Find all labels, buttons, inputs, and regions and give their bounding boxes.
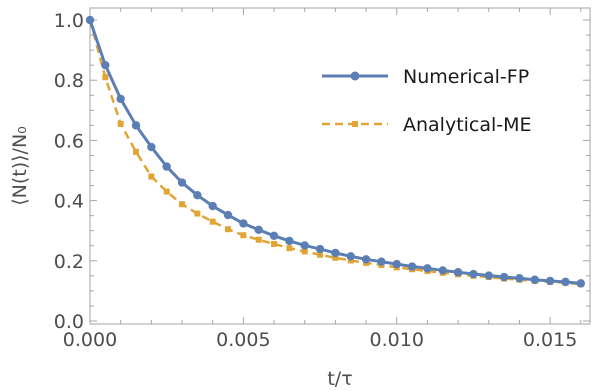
data-point <box>469 269 478 279</box>
data-point <box>561 277 570 287</box>
data-point <box>177 178 187 187</box>
series-numerical-fp <box>85 15 585 288</box>
data-point <box>147 142 156 152</box>
series-analytical-me <box>87 17 584 288</box>
data-point <box>116 94 125 104</box>
data-point <box>530 275 539 284</box>
data-point <box>347 257 354 264</box>
data-point <box>223 210 233 220</box>
data-point <box>377 257 386 266</box>
legend-entry: Numerical-FP <box>322 66 529 88</box>
axis-tick-labels: 0.000 0.005 0.010 0.015 0.0 0.2 0.4 0.6 0.8 1.0 <box>54 10 578 351</box>
data-point <box>225 226 232 233</box>
data-point <box>102 74 109 81</box>
data-point <box>407 262 417 271</box>
data-point <box>239 219 248 228</box>
plot-frame <box>89 7 591 325</box>
data-point <box>545 276 555 286</box>
data-point <box>269 231 279 241</box>
y-tick-label: 0.8 <box>54 70 84 92</box>
data-point <box>209 218 216 225</box>
axis-ticks <box>89 8 590 324</box>
y-tick-label: 0.2 <box>54 251 84 273</box>
data-point <box>162 162 171 171</box>
data-point <box>208 201 217 211</box>
data-point <box>285 236 294 246</box>
data-point <box>133 148 140 155</box>
legend-label: Analytical-ME <box>403 114 532 136</box>
data-point <box>179 201 186 208</box>
y-axis-label: ⟨N(t)⟩/N₀ <box>9 126 31 206</box>
x-tick-label: 0.000 <box>63 329 117 351</box>
data-point <box>271 240 278 247</box>
legend-entry: Analytical-ME <box>322 114 532 136</box>
data-point <box>254 225 263 235</box>
data-point <box>423 264 432 273</box>
series-line <box>88 19 581 286</box>
data-point <box>255 236 262 243</box>
legend: Numerical-FP Analytical-ME <box>322 66 532 136</box>
y-tick-label: 0.4 <box>54 191 84 213</box>
legend-label: Numerical-FP <box>403 66 529 88</box>
legend-marker <box>350 71 360 81</box>
data-point <box>131 121 141 130</box>
data-point <box>85 15 95 25</box>
data-point <box>331 248 340 258</box>
data-point <box>301 248 308 255</box>
data-point <box>361 255 371 264</box>
data-point <box>438 266 447 275</box>
x-axis-label: t/τ <box>327 368 352 390</box>
data-point <box>163 188 170 195</box>
data-point <box>315 244 325 254</box>
data-point <box>392 259 401 269</box>
data-point <box>148 173 155 180</box>
x-tick-label: 0.005 <box>216 329 270 351</box>
data-point <box>194 210 201 217</box>
data-point <box>101 60 110 70</box>
legend-marker <box>352 121 358 127</box>
data-point <box>332 254 339 261</box>
data-point <box>346 252 355 261</box>
series-line <box>88 19 581 285</box>
data-point <box>453 268 463 277</box>
data-point <box>193 190 202 200</box>
y-tick-label: 1.0 <box>54 10 84 32</box>
data-point <box>515 274 524 283</box>
data-point <box>240 232 247 239</box>
y-tick-label: 0.6 <box>54 130 84 152</box>
data-point <box>117 120 124 127</box>
data-point <box>499 272 509 282</box>
data-point <box>484 271 493 280</box>
x-tick-label: 0.015 <box>523 329 577 351</box>
data-point <box>576 279 585 288</box>
series-layer <box>85 15 585 288</box>
x-tick-label: 0.010 <box>370 329 424 351</box>
y-tick-label: 0.0 <box>54 311 84 333</box>
data-point <box>286 245 293 252</box>
data-point <box>300 241 309 250</box>
data-point <box>317 251 324 258</box>
